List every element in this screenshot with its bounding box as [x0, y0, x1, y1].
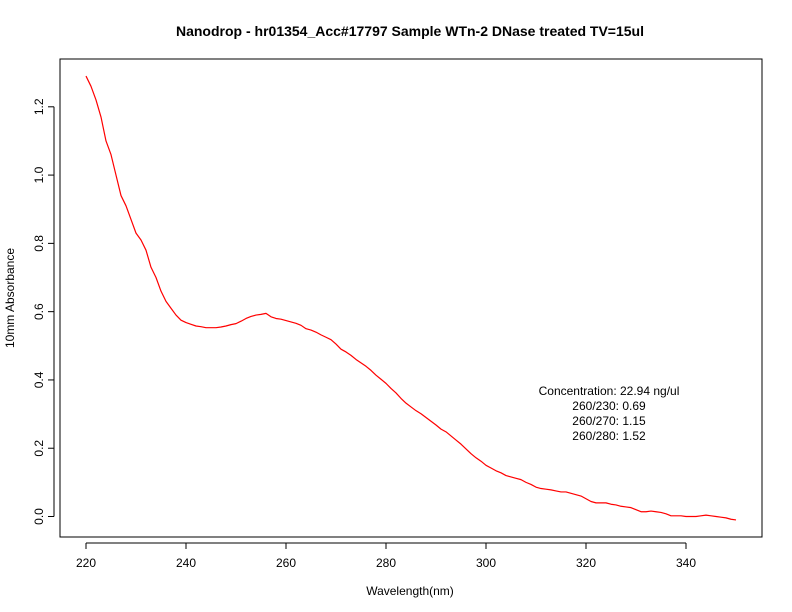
y-tick-label: 0.2: [32, 440, 46, 457]
y-tick-label: 0.6: [32, 303, 46, 320]
stats-annotation: Concentration: 22.94 ng/ul 260/230: 0.69…: [539, 384, 680, 443]
x-axis: 220 240 260 280 300 320 340: [76, 542, 696, 570]
x-axis-label: Wavelength(nm): [366, 584, 454, 598]
y-axis-label: 10mm Absorbance: [3, 248, 17, 348]
y-axis: 0.0 0.2 0.4 0.6 0.8 1.0 1.2: [32, 98, 55, 525]
plot-frame: [59, 58, 763, 538]
annotation-ratio-260-280: 260/280: 1.52: [572, 429, 646, 443]
series-line-0: [85, 75, 737, 521]
x-tick-label: 240: [176, 556, 196, 570]
x-tick-label: 340: [676, 556, 696, 570]
x-tick-label: 260: [276, 556, 296, 570]
y-tick-label: 0.4: [32, 371, 46, 388]
x-tick-label: 280: [376, 556, 396, 570]
series-layer: [85, 75, 737, 521]
y-tick-label: 0.0: [32, 508, 46, 525]
y-tick-label: 1.2: [32, 98, 46, 115]
x-tick-label: 300: [476, 556, 496, 570]
annotation-ratio-260-230: 260/230: 0.69: [572, 399, 646, 413]
x-tick-label: 220: [76, 556, 96, 570]
annotation-ratio-260-270: 260/270: 1.15: [572, 414, 646, 428]
x-tick-label: 320: [576, 556, 596, 570]
y-tick-label: 0.8: [32, 235, 46, 252]
chart-title: Nanodrop - hr01354_Acc#17797 Sample WTn-…: [176, 23, 644, 39]
y-tick-label: 1.0: [32, 166, 46, 183]
annotation-concentration: Concentration: 22.94 ng/ul: [539, 384, 680, 398]
